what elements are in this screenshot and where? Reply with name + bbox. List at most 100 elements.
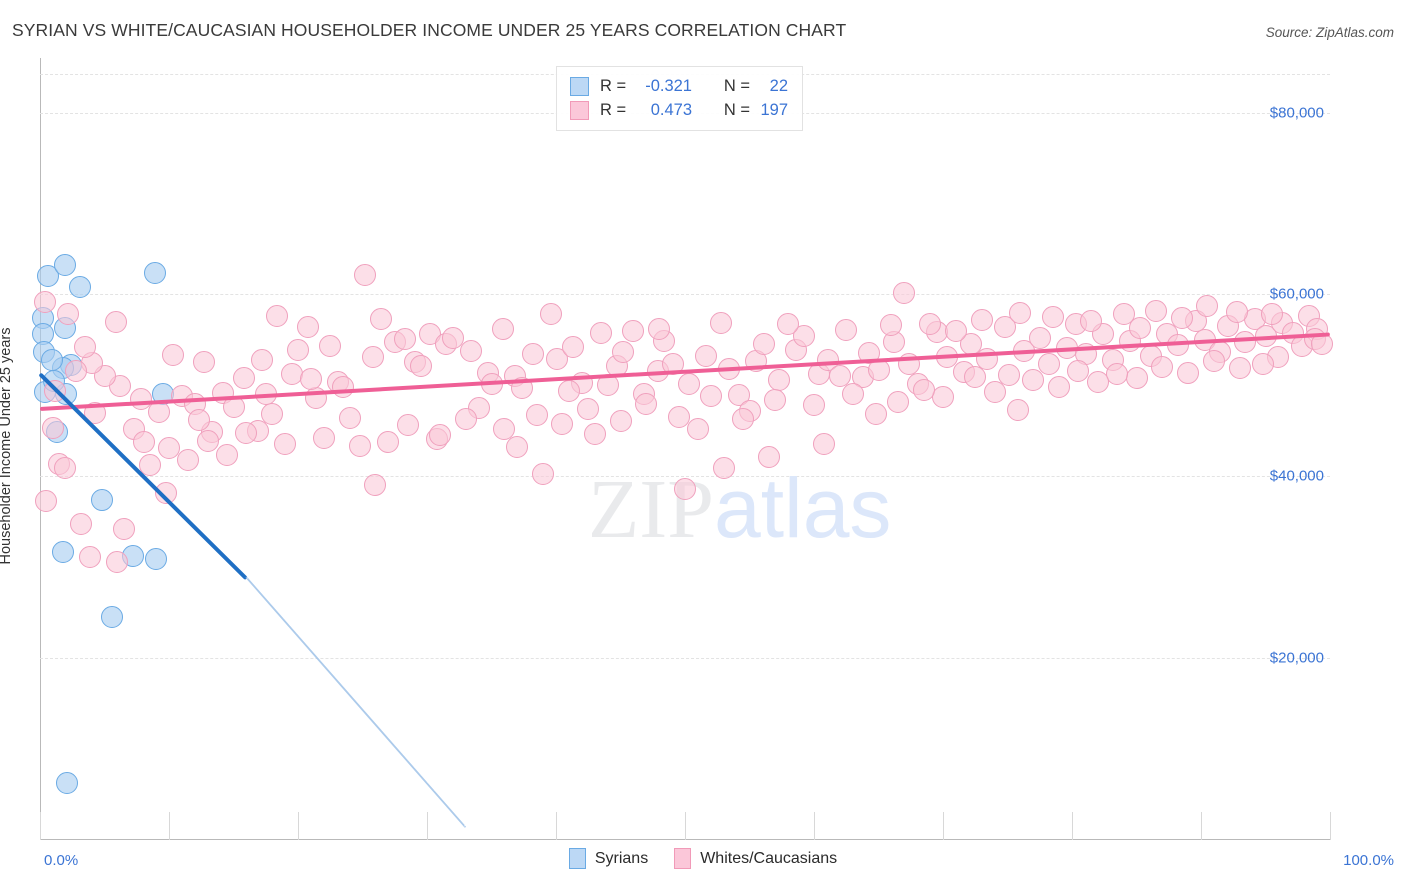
trend-line-syrians-extension bbox=[245, 576, 467, 829]
legend-swatch-whites bbox=[674, 848, 692, 869]
scatter-point bbox=[70, 512, 93, 535]
scatter-point bbox=[835, 318, 858, 341]
scatter-point bbox=[539, 303, 562, 326]
scatter-point bbox=[105, 310, 128, 333]
scatter-point bbox=[732, 407, 755, 430]
scatter-point bbox=[757, 446, 780, 469]
scatter-point bbox=[667, 406, 690, 429]
scatter-point bbox=[155, 481, 178, 504]
scatter-point bbox=[133, 430, 156, 453]
scatter-point bbox=[1233, 330, 1256, 353]
scatter-point bbox=[919, 313, 942, 336]
x-axis-label-min: 0.0% bbox=[44, 852, 79, 869]
y-axis-tick-label: $20,000 bbox=[1269, 649, 1324, 667]
scatter-point bbox=[332, 376, 355, 399]
scatter-point bbox=[459, 339, 482, 362]
scatter-point bbox=[1226, 300, 1249, 323]
stats-r-label-syrians: R = bbox=[600, 76, 627, 95]
scatter-point bbox=[40, 348, 63, 371]
scatter-point bbox=[216, 444, 239, 467]
scatter-point bbox=[396, 414, 419, 437]
scatter-point bbox=[557, 379, 580, 402]
scatter-point bbox=[74, 336, 97, 359]
scatter-point bbox=[506, 436, 529, 459]
scatter-point bbox=[1144, 299, 1167, 322]
scatter-point bbox=[377, 430, 400, 453]
scatter-point bbox=[944, 319, 967, 342]
series-legend: Syrians Whites/Caucasians bbox=[0, 848, 1406, 869]
stats-swatch-whites bbox=[570, 100, 589, 120]
scatter-point bbox=[551, 412, 574, 435]
scatter-point bbox=[143, 261, 166, 284]
scatter-point bbox=[177, 448, 200, 471]
y-axis-title: Householder Income Under 25 years bbox=[0, 327, 14, 565]
scatter-point bbox=[261, 403, 284, 426]
scatter-point bbox=[1251, 352, 1274, 375]
scatter-point bbox=[712, 457, 735, 480]
scatter-point bbox=[409, 355, 432, 378]
scatter-point bbox=[34, 290, 57, 313]
y-axis-tick-label: $80,000 bbox=[1269, 104, 1324, 122]
scatter-point bbox=[864, 402, 887, 425]
scatter-point bbox=[912, 378, 935, 401]
watermark-atlas: atlas bbox=[714, 461, 892, 555]
scatter-point bbox=[274, 433, 297, 456]
scatter-point bbox=[970, 308, 993, 331]
stats-n-label-whites: N = bbox=[723, 100, 750, 119]
scatter-point bbox=[1037, 352, 1060, 375]
scatter-point bbox=[196, 429, 219, 452]
scatter-point bbox=[145, 548, 168, 571]
scatter-point bbox=[1080, 309, 1103, 332]
scatter-point bbox=[1041, 306, 1064, 329]
scatter-point bbox=[983, 380, 1006, 403]
scatter-point bbox=[677, 373, 700, 396]
scatter-point bbox=[361, 346, 384, 369]
scatter-point bbox=[297, 316, 320, 339]
x-axis-tick bbox=[1072, 812, 1073, 840]
stats-r-value-syrians: -0.321 bbox=[645, 76, 692, 95]
scatter-point bbox=[803, 394, 825, 417]
scatter-point bbox=[56, 771, 79, 794]
scatter-point bbox=[312, 427, 335, 450]
scatter-point bbox=[354, 264, 377, 287]
scatter-point bbox=[1112, 303, 1135, 326]
scatter-point bbox=[129, 387, 152, 410]
scatter-point bbox=[338, 407, 361, 430]
scatter-point bbox=[394, 327, 417, 350]
scatter-point bbox=[1006, 398, 1029, 421]
scatter-point bbox=[493, 417, 516, 440]
x-axis-tick bbox=[814, 812, 815, 840]
scatter-point bbox=[250, 348, 273, 371]
scatter-point bbox=[1202, 349, 1225, 372]
stats-n-label-syrians: N = bbox=[723, 76, 750, 95]
scatter-point bbox=[993, 316, 1016, 339]
gridline bbox=[40, 294, 1330, 296]
scatter-point bbox=[1170, 307, 1193, 330]
scatter-point bbox=[521, 343, 544, 366]
scatter-point bbox=[441, 327, 464, 350]
scatter-point bbox=[90, 488, 113, 511]
plot-area: ZIPatlas $80,000 $60,000 $40,000 $20,000 bbox=[31, 58, 1334, 840]
scatter-point bbox=[648, 317, 671, 340]
x-axis-tick bbox=[169, 812, 170, 840]
scatter-point bbox=[280, 363, 303, 386]
zipatlas-watermark: ZIPatlas bbox=[588, 466, 891, 552]
stats-row-whites: R = 0.473 N = 197 bbox=[570, 98, 788, 122]
scatter-point bbox=[266, 305, 289, 328]
scatter-point bbox=[609, 409, 632, 432]
scatter-point bbox=[1048, 376, 1071, 399]
scatter-point bbox=[1028, 327, 1051, 350]
scatter-point bbox=[841, 382, 864, 405]
scatter-point bbox=[710, 311, 733, 334]
x-axis-tick bbox=[1330, 812, 1331, 840]
legend-item-whites[interactable]: Whites/Caucasians bbox=[674, 848, 837, 869]
scatter-point bbox=[635, 393, 658, 416]
scatter-point bbox=[525, 404, 548, 427]
correlation-stats-box: R = -0.321 N = 22 R = 0.473 N = 197 bbox=[556, 66, 803, 131]
scatter-point bbox=[428, 424, 451, 447]
scatter-point bbox=[686, 417, 709, 440]
scatter-point bbox=[35, 489, 58, 512]
scatter-point bbox=[752, 333, 775, 356]
scatter-point bbox=[192, 350, 215, 373]
legend-item-syrians[interactable]: Syrians bbox=[568, 848, 648, 869]
